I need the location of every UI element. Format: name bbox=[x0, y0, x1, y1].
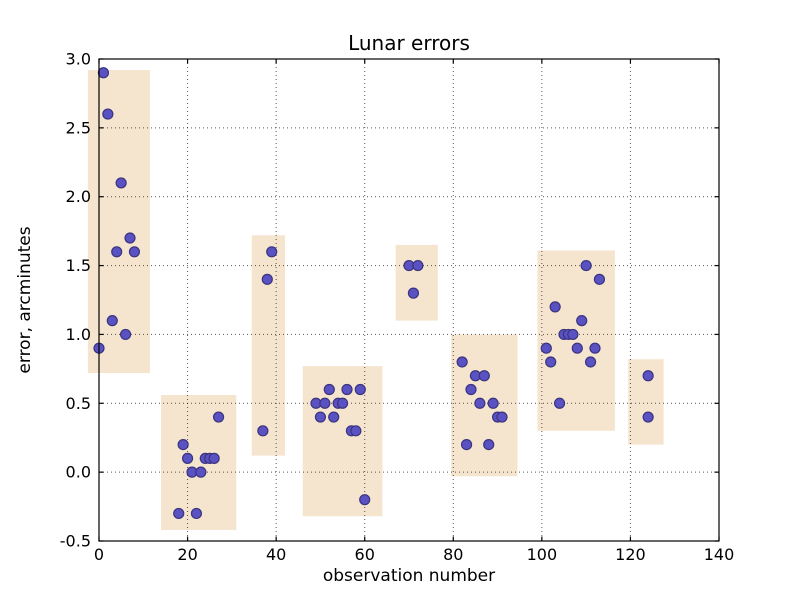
x-tick-label: 20 bbox=[177, 545, 197, 564]
scatter-point bbox=[208, 452, 220, 464]
scatter-point bbox=[336, 397, 349, 409]
scatter-point bbox=[106, 315, 118, 327]
scatter-point bbox=[483, 439, 495, 451]
scatter-point bbox=[496, 411, 508, 423]
scatter-point bbox=[545, 356, 557, 368]
scatter-point bbox=[212, 411, 225, 423]
scatter-point bbox=[487, 397, 499, 409]
tick-labels-layer: 0 20 40 60 80 100 120 140 3.0 2.5 2.0 1.5 1.0 0.5 0.0 -… bbox=[60, 50, 734, 565]
scatter-point bbox=[571, 342, 583, 354]
scatter-point bbox=[177, 439, 189, 451]
scatter-point bbox=[589, 342, 601, 354]
scatter-point bbox=[128, 246, 141, 258]
scatter-point bbox=[580, 259, 592, 272]
chart-title: Lunar errors bbox=[348, 31, 470, 55]
y-tick-label: -0.5 bbox=[60, 532, 91, 551]
y-tick-label: 0.5 bbox=[66, 394, 91, 413]
scatter-point bbox=[115, 177, 127, 189]
scatter-point bbox=[456, 356, 468, 368]
x-axis-label: observation number bbox=[323, 566, 495, 586]
x-tick-label: 40 bbox=[266, 545, 286, 564]
scatter-point bbox=[124, 232, 136, 244]
scatter-point bbox=[266, 246, 278, 258]
highlight-bands-layer bbox=[87, 70, 664, 530]
scatter-point bbox=[474, 397, 486, 409]
scatter-point bbox=[567, 328, 579, 341]
scatter-point bbox=[354, 383, 366, 396]
scatter-point bbox=[553, 397, 566, 409]
scatter-point bbox=[540, 342, 552, 354]
scatter-point bbox=[341, 383, 353, 396]
tick-marks-layer bbox=[98, 58, 720, 542]
scatter-point bbox=[323, 383, 335, 396]
scatter-point bbox=[97, 67, 110, 79]
scatter-point bbox=[181, 452, 194, 464]
y-tick-label: 0.0 bbox=[66, 463, 91, 482]
scatter-point bbox=[195, 466, 207, 478]
scatter-point bbox=[314, 411, 327, 423]
x-tick-label: 120 bbox=[615, 545, 646, 564]
scatter-point bbox=[407, 287, 420, 299]
highlight-band bbox=[395, 244, 438, 321]
scatter-point bbox=[328, 411, 340, 423]
grid-layer bbox=[99, 59, 719, 541]
scatter-point bbox=[359, 494, 371, 506]
scatter-point bbox=[190, 507, 203, 520]
scatter-point bbox=[119, 328, 132, 341]
scatter-point bbox=[257, 425, 269, 437]
x-tick-label: 80 bbox=[443, 545, 463, 564]
x-tick-label: 0 bbox=[94, 545, 104, 564]
scatter-point bbox=[593, 273, 606, 285]
y-tick-label: 1.5 bbox=[66, 256, 91, 275]
scatter-point bbox=[478, 370, 490, 382]
scatter-point bbox=[319, 397, 331, 409]
scatter-point bbox=[173, 507, 185, 520]
axes-frame bbox=[98, 58, 720, 542]
x-tick-label: 140 bbox=[704, 545, 735, 564]
scatter-point bbox=[465, 383, 477, 396]
scatter-point bbox=[549, 301, 561, 313]
highlight-band bbox=[251, 235, 285, 456]
x-tick-label: 100 bbox=[527, 545, 558, 564]
scatter-point bbox=[460, 439, 473, 451]
y-tick-label: 2.5 bbox=[66, 118, 91, 137]
x-tick-label: 60 bbox=[355, 545, 375, 564]
scatter-point bbox=[576, 315, 588, 327]
scatter-point bbox=[412, 259, 424, 272]
scatter-point bbox=[102, 108, 114, 120]
y-tick-label: 2.0 bbox=[66, 187, 91, 206]
y-axis-label: error, arcminutes bbox=[15, 226, 35, 373]
y-tick-label: 1.0 bbox=[66, 325, 91, 344]
scatter-point bbox=[642, 411, 654, 423]
y-tick-label: 3.0 bbox=[66, 50, 91, 69]
scatter-point bbox=[350, 425, 362, 437]
scatter-point bbox=[642, 370, 654, 382]
highlight-band bbox=[87, 70, 150, 373]
scatter-point bbox=[261, 273, 273, 285]
scatter-point bbox=[111, 246, 123, 258]
scatter-point bbox=[584, 356, 597, 368]
